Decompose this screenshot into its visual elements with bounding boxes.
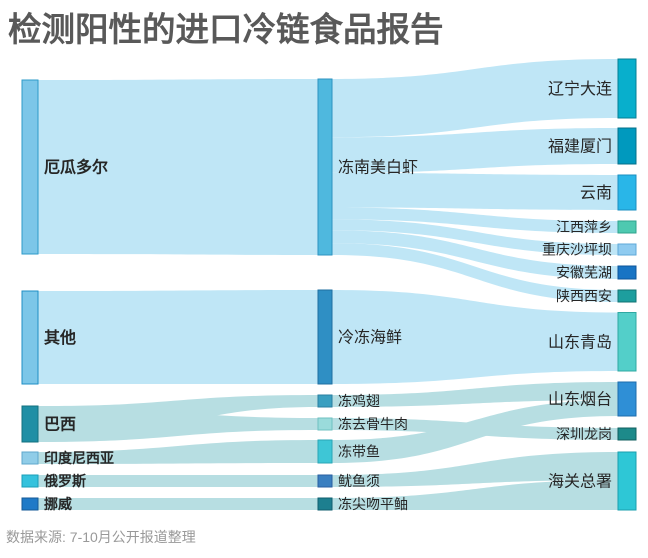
svg-text:山东烟台: 山东烟台 bbox=[548, 391, 612, 409]
svg-text:海关总署: 海关总署 bbox=[548, 473, 612, 491]
svg-text:陕西西安: 陕西西安 bbox=[556, 288, 612, 304]
svg-text:江西萍乡: 江西萍乡 bbox=[556, 219, 612, 235]
svg-text:巴西: 巴西 bbox=[44, 416, 76, 434]
svg-text:安徽芜湖: 安徽芜湖 bbox=[556, 264, 612, 280]
svg-text:深圳龙岗: 深圳龙岗 bbox=[556, 426, 612, 442]
svg-text:冻尖吻平鲉: 冻尖吻平鲉 bbox=[338, 496, 408, 512]
svg-text:辽宁大连: 辽宁大连 bbox=[548, 80, 612, 98]
svg-text:山东青岛: 山东青岛 bbox=[548, 333, 612, 351]
svg-text:重庆沙坪坝: 重庆沙坪坝 bbox=[542, 241, 612, 257]
svg-text:冻带鱼: 冻带鱼 bbox=[338, 443, 380, 459]
svg-text:冷冻海鲜: 冷冻海鲜 bbox=[338, 329, 402, 347]
svg-text:印度尼西亚: 印度尼西亚 bbox=[44, 450, 114, 466]
svg-text:冻鸡翅: 冻鸡翅 bbox=[338, 393, 380, 409]
svg-text:其他: 其他 bbox=[44, 328, 76, 347]
svg-text:福建厦门: 福建厦门 bbox=[548, 138, 612, 156]
svg-text:挪威: 挪威 bbox=[44, 496, 72, 512]
svg-text:冻去骨牛肉: 冻去骨牛肉 bbox=[338, 416, 408, 432]
svg-text:俄罗斯: 俄罗斯 bbox=[43, 473, 86, 489]
svg-text:鱿鱼须: 鱿鱼须 bbox=[338, 473, 380, 489]
svg-text:厄瓜多尔: 厄瓜多尔 bbox=[44, 158, 108, 177]
svg-text:云南: 云南 bbox=[580, 184, 612, 202]
svg-text:冻南美白虾: 冻南美白虾 bbox=[338, 159, 418, 177]
